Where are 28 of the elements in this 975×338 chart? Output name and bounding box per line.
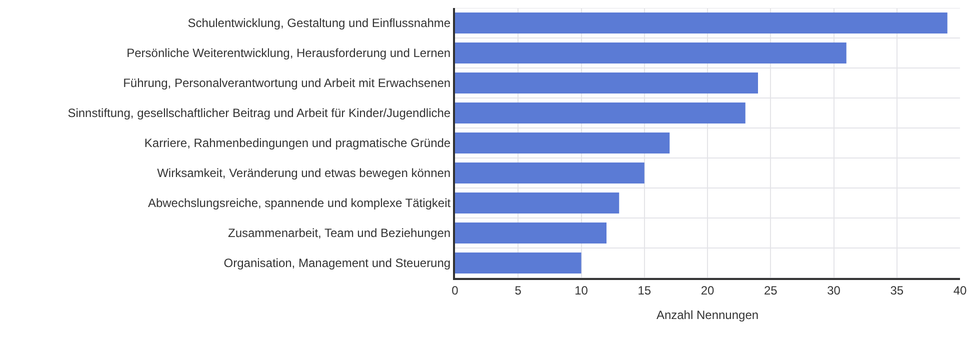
x-tick-label: 30	[827, 283, 841, 298]
bar	[455, 192, 620, 214]
x-axis-title: Anzahl Nennungen	[656, 308, 759, 322]
bar	[455, 222, 606, 244]
bar	[455, 72, 758, 94]
bar	[455, 162, 644, 184]
y-tick-label: Karriere, Rahmenbedingungen und pragmatische Gründe	[144, 136, 451, 150]
bar	[455, 102, 746, 124]
x-tick-label: 15	[638, 283, 652, 298]
y-tick-label: Schulentwicklung, Gestaltung und Einflussnahme	[188, 16, 451, 30]
y-tick-label: Sinnstiftung, gesellschaftlicher Beitrag und Arbeit für Kinder/Jugendliche	[68, 106, 451, 120]
y-tick-label: Zusammenarbeit, Team und Beziehungen	[228, 226, 451, 240]
x-tick-label: 40	[953, 283, 967, 298]
x-tick-label: 0	[452, 283, 459, 298]
y-tick-label: Persönliche Weiterentwicklung, Herausforderung und Lernen	[126, 46, 451, 60]
bar	[455, 132, 670, 154]
x-tick-label: 10	[574, 283, 588, 298]
bar	[455, 42, 846, 64]
x-tick-label: 20	[700, 283, 714, 298]
x-tick-label: 5	[514, 283, 522, 298]
x-tick-label: 35	[890, 283, 904, 298]
bar	[455, 252, 582, 274]
bar	[455, 12, 948, 34]
x-tick-label: 25	[764, 283, 778, 298]
y-tick-label: Führung, Personalverantwortung und Arbeit mit Erwachsenen	[123, 76, 451, 90]
y-tick-label: Wirksamkeit, Veränderung und etwas bewegen können	[157, 166, 451, 180]
y-tick-label: Organisation, Management und Steuerung	[224, 256, 451, 270]
y-tick-label: Abwechslungsreiche, spannende und komplexe Tätigkeit	[148, 196, 452, 210]
